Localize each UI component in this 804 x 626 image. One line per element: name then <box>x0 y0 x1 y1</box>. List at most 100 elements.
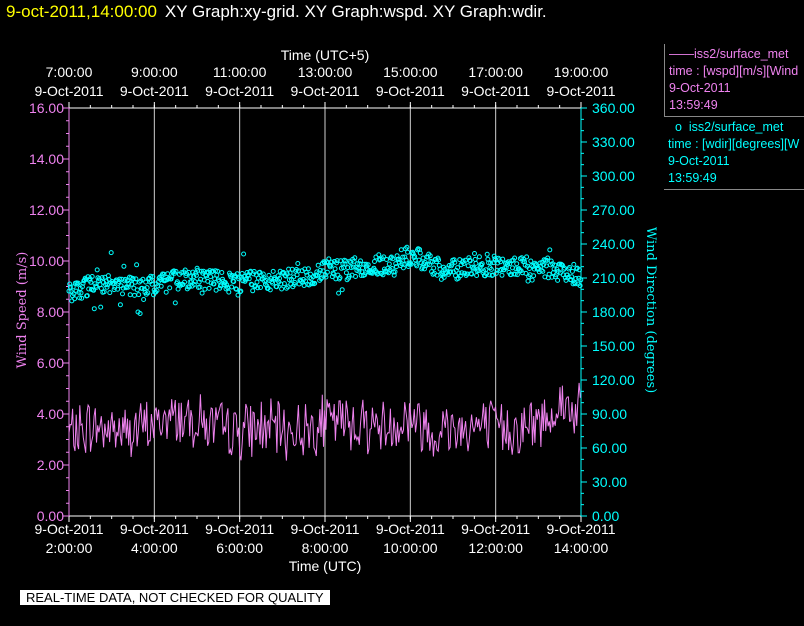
wind-direction-point <box>573 276 579 281</box>
wind-direction-point <box>229 284 235 290</box>
wind-direction-point <box>476 254 482 260</box>
wind-direction-point <box>486 260 492 266</box>
wind-direction-point <box>250 271 256 277</box>
wind-direction-point <box>188 274 194 280</box>
top-tick-label-time: 7:00:00 <box>46 64 93 80</box>
wind-direction-point <box>448 269 454 275</box>
wind-direction-point <box>133 276 139 282</box>
wind-direction-point <box>405 249 411 255</box>
wind-direction-point <box>214 272 220 278</box>
header: 9-oct-2011,14:00:00 XY Graph:xy-grid. XY … <box>6 2 547 22</box>
wind-direction-point <box>458 262 464 268</box>
wind-direction-point <box>281 281 287 287</box>
x-tick-label-date: 9-Oct-2011 <box>547 521 616 537</box>
y-left-tick-label: 2.00 <box>37 457 64 473</box>
y-left-tick-label: 8.00 <box>37 304 64 320</box>
wind-direction-point <box>234 286 240 292</box>
wind-direction-point <box>117 276 123 282</box>
wind-direction-point <box>317 267 323 273</box>
y-left-tick-label: 6.00 <box>37 355 64 371</box>
wind-direction-point <box>305 266 311 272</box>
y-left-axis-title: Wind Speed (m/s) <box>15 252 30 369</box>
wind-direction-point <box>91 306 97 312</box>
x-tick-label-time: 2:00:00 <box>46 540 93 556</box>
wind-direction-point <box>158 283 164 289</box>
y-right-tick-label: 90.00 <box>592 406 627 422</box>
wind-direction-point <box>452 259 458 265</box>
wind-direction-point <box>173 268 179 274</box>
top-tick-label-time: 9:00:00 <box>131 64 178 80</box>
wind-direction-point <box>121 263 127 269</box>
wind-direction-point <box>377 256 383 262</box>
wind-direction-point <box>568 277 574 283</box>
y-right-tick-label: 30.00 <box>592 474 627 490</box>
wind-direction-point <box>254 279 260 285</box>
wind-direction-point <box>91 287 97 293</box>
wind-direction-point <box>72 296 78 302</box>
wind-direction-point <box>136 292 142 298</box>
x-axis-title: Time (UTC) <box>289 558 362 574</box>
series-wind-direction <box>66 244 584 316</box>
wind-direction-point <box>431 265 437 271</box>
wind-direction-point <box>89 274 95 279</box>
top-tick-label-time: 13:00:00 <box>298 64 353 80</box>
wind-direction-point <box>479 261 485 267</box>
wind-direction-point <box>79 284 85 290</box>
wind-direction-point <box>139 285 145 291</box>
wind-direction-point <box>104 284 110 290</box>
wind-direction-point <box>303 278 308 284</box>
wind-direction-point <box>240 278 246 284</box>
wind-direction-point <box>255 285 261 291</box>
wind-direction-point <box>569 268 575 274</box>
wind-direction-point <box>258 285 263 290</box>
wind-direction-point <box>459 270 465 276</box>
wind-direction-point <box>67 281 73 287</box>
wind-direction-point <box>270 268 276 274</box>
wind-direction-point <box>291 274 297 280</box>
wind-direction-point <box>286 277 292 283</box>
y-right-tick-label: 210.00 <box>592 270 635 286</box>
wind-direction-point <box>284 271 290 277</box>
legend-series-desc: time : [wspd][m/s][Wind <box>669 64 799 78</box>
y-right-tick-label: 300.00 <box>592 168 635 184</box>
wind-direction-point <box>107 290 113 296</box>
wind-direction-point <box>251 269 257 274</box>
wind-direction-point <box>84 293 90 299</box>
y-left-tick-label: 0.00 <box>37 508 64 524</box>
legend-series-date: 9-Oct-2011 <box>669 81 731 95</box>
wind-direction-point <box>120 291 125 297</box>
wind-direction-point <box>206 285 212 291</box>
wind-direction-point <box>237 289 243 295</box>
wind-direction-point <box>403 257 409 263</box>
wind-direction-point <box>398 247 404 253</box>
wind-direction-point <box>134 262 140 268</box>
wind-direction-point <box>96 276 102 282</box>
wind-direction-point <box>400 254 406 260</box>
wind-direction-point <box>193 272 199 278</box>
wind-direction-point <box>150 274 156 280</box>
x-tick-label-time: 10:00:00 <box>383 540 438 556</box>
wind-direction-point <box>547 247 553 253</box>
wind-direction-point <box>326 256 332 262</box>
wind-direction-point <box>303 269 309 275</box>
top-tick-label-time: 11:00:00 <box>213 64 267 80</box>
legend-series-name: iss2/surface_met <box>694 47 789 61</box>
wind-direction-point <box>455 265 461 271</box>
wind-direction-point <box>512 255 518 261</box>
wind-direction-point <box>67 284 73 290</box>
wind-direction-point <box>469 271 475 277</box>
wind-direction-point <box>381 254 387 260</box>
wind-direction-point <box>441 274 447 280</box>
wind-direction-point <box>392 269 398 275</box>
wind-direction-point <box>105 273 111 279</box>
y-left-tick-label: 16.00 <box>29 100 64 116</box>
x-tick-label-date: 9-Oct-2011 <box>120 521 189 537</box>
wind-direction-point <box>145 290 151 296</box>
y-right-tick-label: 270.00 <box>592 202 635 218</box>
wind-direction-point <box>427 253 433 259</box>
wind-direction-point <box>140 276 146 282</box>
wind-direction-point <box>292 280 298 285</box>
y-right-tick-label: 240.00 <box>592 236 635 252</box>
wind-direction-point <box>169 274 175 280</box>
